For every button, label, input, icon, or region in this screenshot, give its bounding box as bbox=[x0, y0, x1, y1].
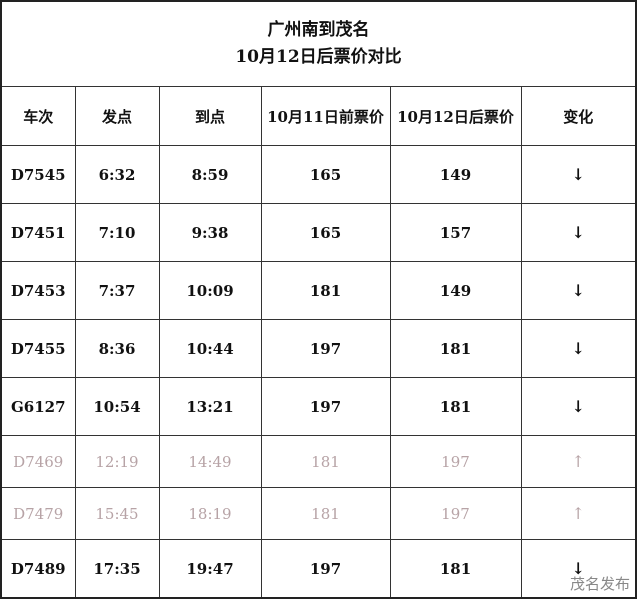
header-cell: 车次 bbox=[0, 86, 76, 146]
arr-cell: 18:19 bbox=[158, 487, 262, 540]
header-cell: 10月11日前票价 bbox=[260, 86, 391, 146]
arr-cell: 19:47 bbox=[158, 539, 262, 599]
title-line-2: 10月12日后票价对比 bbox=[235, 47, 402, 67]
before-cell: 197 bbox=[260, 539, 391, 599]
before-cell: 165 bbox=[260, 203, 391, 262]
train-cell: D7489 bbox=[0, 539, 76, 599]
after-cell: 149 bbox=[389, 261, 522, 320]
dep-cell: 17:35 bbox=[74, 539, 160, 599]
train-cell: D7469 bbox=[0, 435, 76, 488]
header-row: 车次 发点 到点 10月11日前票价 10月12日后票价 变化 bbox=[0, 86, 637, 146]
before-cell: 181 bbox=[260, 487, 391, 540]
arr-cell: 8:59 bbox=[158, 145, 262, 204]
after-cell: 197 bbox=[389, 435, 522, 488]
dep-cell: 12:19 bbox=[74, 435, 160, 488]
header-cell: 10月12日后票价 bbox=[389, 86, 522, 146]
change-arrow-icon: ↓ bbox=[520, 261, 637, 320]
after-cell: 181 bbox=[389, 319, 522, 378]
after-cell: 149 bbox=[389, 145, 522, 204]
change-arrow-icon: ↓ bbox=[520, 377, 637, 436]
title-line-1: 广州南到茂名 bbox=[267, 20, 370, 40]
table-row: D7469 12:19 14:49 181 197 ↑ bbox=[0, 435, 637, 488]
change-arrow-icon: ↓ bbox=[520, 539, 637, 599]
watermark: 茂名发布 bbox=[569, 575, 630, 593]
header-cell: 发点 bbox=[74, 86, 160, 146]
train-cell: D7451 bbox=[0, 203, 76, 262]
table-row: D7453 7:37 10:09 181 149 ↓ bbox=[0, 261, 637, 320]
header-cell: 到点 bbox=[158, 86, 262, 146]
table-row: D7451 7:10 9:38 165 157 ↓ bbox=[0, 203, 637, 262]
table-row: D7455 8:36 10:44 197 181 ↓ bbox=[0, 319, 637, 378]
arr-cell: 14:49 bbox=[158, 435, 262, 488]
dep-cell: 7:10 bbox=[74, 203, 160, 262]
before-cell: 197 bbox=[260, 319, 391, 378]
train-cell: D7455 bbox=[0, 319, 76, 378]
table-row: D7479 15:45 18:19 181 197 ↑ bbox=[0, 487, 637, 540]
arr-cell: 13:21 bbox=[158, 377, 262, 436]
before-cell: 197 bbox=[260, 377, 391, 436]
change-arrow-icon: ↓ bbox=[520, 319, 637, 378]
dep-cell: 7:37 bbox=[74, 261, 160, 320]
before-cell: 181 bbox=[260, 261, 391, 320]
table-row: D7489 17:35 19:47 197 181 ↓ bbox=[0, 539, 637, 599]
after-cell: 157 bbox=[389, 203, 522, 262]
table-title: 广州南到茂名 10月12日后票价对比 bbox=[0, 0, 637, 87]
dep-cell: 8:36 bbox=[74, 319, 160, 378]
after-cell: 181 bbox=[389, 539, 522, 599]
train-cell: D7479 bbox=[0, 487, 76, 540]
dep-cell: 6:32 bbox=[74, 145, 160, 204]
arr-cell: 9:38 bbox=[158, 203, 262, 262]
arr-cell: 10:44 bbox=[158, 319, 262, 378]
change-arrow-icon: ↑ bbox=[520, 487, 637, 540]
table-row: D7545 6:32 8:59 165 149 ↓ bbox=[0, 145, 637, 204]
before-cell: 165 bbox=[260, 145, 391, 204]
dep-cell: 15:45 bbox=[74, 487, 160, 540]
dep-cell: 10:54 bbox=[74, 377, 160, 436]
arr-cell: 10:09 bbox=[158, 261, 262, 320]
train-cell: G6127 bbox=[0, 377, 76, 436]
after-cell: 181 bbox=[389, 377, 522, 436]
after-cell: 197 bbox=[389, 487, 522, 540]
change-arrow-icon: ↑ bbox=[520, 435, 637, 488]
train-cell: D7453 bbox=[0, 261, 76, 320]
before-cell: 181 bbox=[260, 435, 391, 488]
change-arrow-icon: ↓ bbox=[520, 203, 637, 262]
change-arrow-icon: ↓ bbox=[520, 145, 637, 204]
header-cell: 变化 bbox=[520, 86, 637, 146]
table-row: G6127 10:54 13:21 197 181 ↓ bbox=[0, 377, 637, 436]
train-cell: D7545 bbox=[0, 145, 76, 204]
